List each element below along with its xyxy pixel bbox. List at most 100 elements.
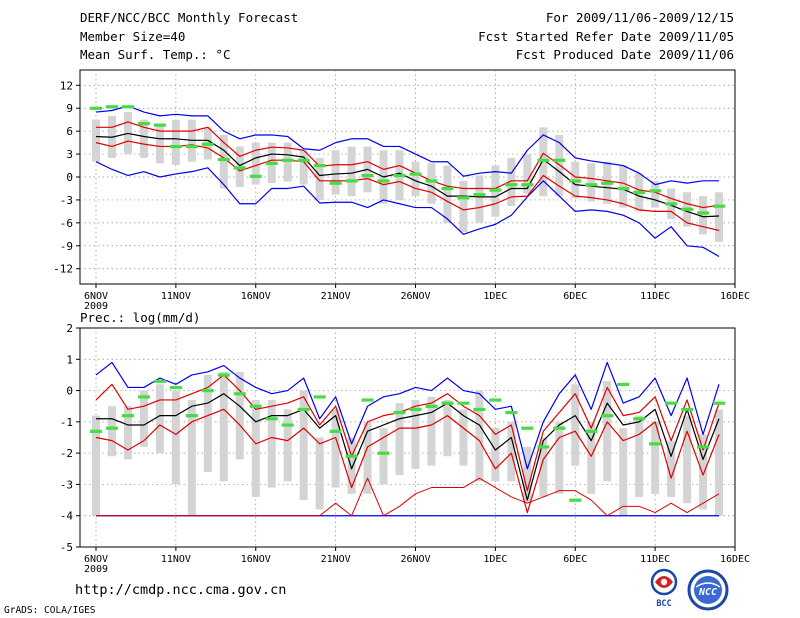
forecast-period-label: For 2009/11/06-2009/12/15 xyxy=(545,10,734,25)
temp-ensemble-box xyxy=(283,142,292,182)
temp-ensemble-box xyxy=(443,165,452,223)
prec-line-lower xyxy=(95,408,720,514)
temp-observed-mark xyxy=(377,179,390,183)
prec-observed-mark xyxy=(217,373,230,377)
prec-ensemble-box xyxy=(379,428,388,485)
temp-observed-mark xyxy=(537,158,550,162)
prec-ytick-label: -4 xyxy=(60,510,74,523)
source-url: http://cmdp.ncc.cma.gov.cn xyxy=(75,582,287,598)
prec-ensemble-box xyxy=(459,409,468,466)
prec-line-max xyxy=(95,361,720,470)
prec-observed-mark xyxy=(345,454,358,458)
prec-ensemble-box xyxy=(619,428,628,516)
temp-observed-mark xyxy=(713,204,726,208)
prec-ensemble-box xyxy=(235,371,244,460)
temp-xtick-label: 11NOV xyxy=(161,291,191,302)
temp-ensemble-box xyxy=(331,150,340,195)
temp-line-max xyxy=(95,161,720,258)
prec-ensemble-box xyxy=(571,384,580,466)
prec-observed-mark xyxy=(90,429,102,433)
temp-observed-mark xyxy=(425,179,438,183)
temp-observed-mark xyxy=(90,106,102,110)
prec-ensemble-box xyxy=(555,421,564,494)
prec-observed-mark xyxy=(105,426,118,430)
member-size-label: Member Size=40 xyxy=(80,29,186,44)
prec-ensemble-box xyxy=(299,390,308,501)
temp-observed-mark xyxy=(521,183,534,187)
temp-ensemble-box xyxy=(139,119,148,158)
bcc-logo-text: BCC xyxy=(656,599,671,609)
prec-observed-mark xyxy=(361,398,374,402)
temp-observed-mark xyxy=(697,211,710,215)
prec-ensemble-box xyxy=(283,409,292,482)
temp-observed-mark xyxy=(201,142,214,146)
prec-ensemble-box xyxy=(219,371,228,482)
temp-ensemble-box xyxy=(427,163,436,204)
prec-ensemble-box xyxy=(411,399,420,469)
temp-ensemble-box xyxy=(92,119,100,162)
prec-observed-mark xyxy=(265,417,278,421)
prec-observed-mark xyxy=(249,404,262,408)
prec-observed-mark xyxy=(169,385,182,390)
prec-ensemble-box xyxy=(171,390,180,485)
temp-observed-mark xyxy=(153,123,166,127)
temp-ensemble-box xyxy=(171,119,180,165)
temp-observed-mark xyxy=(633,190,646,194)
temp-ytick-label: -6 xyxy=(60,217,73,230)
prec-ytick-label: -5 xyxy=(60,541,73,554)
prec-xtick-label: 16NOV xyxy=(241,554,271,565)
prec-ensemble-box xyxy=(427,396,436,466)
temp-line-min xyxy=(95,105,720,186)
temp-observed-mark xyxy=(329,181,342,185)
temperature-panel: 12 9 6 3 0 -3 -6 -9 -12 6NOV 11NOV 16NOV 21NOV 26NOV 1… xyxy=(53,69,750,312)
temp-observed-mark xyxy=(601,181,614,185)
temp-observed-mark xyxy=(313,164,326,168)
prec-observed-mark xyxy=(457,401,470,405)
temp-xtick-label: 11DEC xyxy=(640,291,670,302)
prec-observed-mark xyxy=(409,407,422,412)
prec-observed-mark xyxy=(489,398,502,402)
temp-observed-mark xyxy=(345,179,358,183)
prec-ytick-label: 2 xyxy=(66,322,73,335)
temp-ytick-label: 12 xyxy=(60,79,73,92)
temp-ensemble-box xyxy=(251,142,260,185)
prec-ensemble-box xyxy=(667,440,676,497)
prec-observed-mark xyxy=(329,429,342,433)
temp-observed-mark xyxy=(441,186,454,191)
prec-ytick-label: 1 xyxy=(66,353,73,366)
temp-xtick-label: 16DEC xyxy=(720,291,750,302)
temp-ensemble-box xyxy=(555,134,564,197)
temp-line-upper xyxy=(95,140,720,232)
prec-ensemble-box xyxy=(267,399,276,488)
prec-ensemble-box xyxy=(92,415,100,516)
precipitation-panel: 2 1 0 -1 -2 -3 -4 -5 6NOV 11NOV 16NOV 21NOV 26NOV 1DE… xyxy=(60,322,750,575)
prec-ensemble-box xyxy=(315,437,324,510)
temp-observed-mark xyxy=(505,183,518,187)
prec-ensemble-box xyxy=(123,406,132,460)
temp-observed-mark xyxy=(137,122,150,126)
ncc-logo-text: NCC xyxy=(698,587,717,598)
prec-observed-mark xyxy=(441,401,454,405)
prec-observed-mark xyxy=(569,498,582,502)
prec-ensemble-box xyxy=(651,421,660,494)
prec-xtick-label: 11NOV xyxy=(161,554,191,565)
temp-ensemble-box xyxy=(411,161,420,197)
prec-xtick-label: 21NOV xyxy=(321,554,351,565)
prec-observed-mark xyxy=(713,401,726,405)
temp-line-median xyxy=(95,132,720,218)
prec-observed-mark xyxy=(697,445,710,449)
temp-observed-mark xyxy=(617,186,630,191)
prec-ytick-label: -3 xyxy=(60,478,73,491)
prec-xtick-label: 16DEC xyxy=(720,554,750,565)
prec-ytick-label: 0 xyxy=(66,385,73,398)
refer-date-label: Fcst Started Refer Date 2009/11/05 xyxy=(478,29,734,44)
temp-observed-mark xyxy=(681,207,694,211)
prec-observed-mark xyxy=(137,395,150,399)
temp-ensemble-box xyxy=(619,165,628,208)
prec-observed-mark xyxy=(233,392,246,396)
temp-observed-mark xyxy=(281,158,294,162)
prec-ensemble-box xyxy=(603,381,612,482)
temp-year-label: 2009 xyxy=(84,301,108,312)
prec-xtick-label: 26NOV xyxy=(400,554,430,565)
prec-ensemble-box xyxy=(587,421,596,494)
